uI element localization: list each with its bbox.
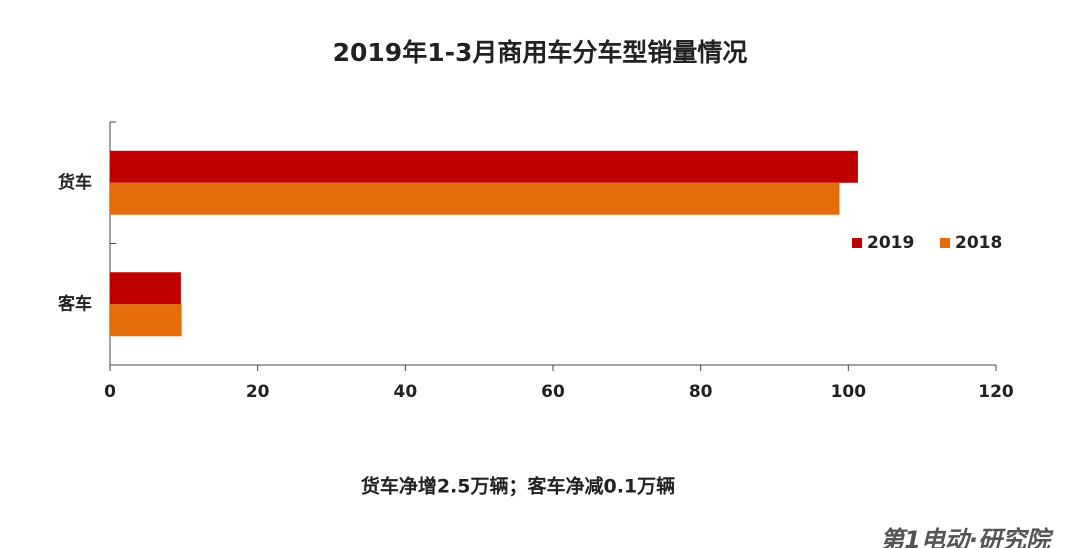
y-tick-label: 货车 — [58, 172, 92, 193]
x-tick-label: 100 — [831, 382, 867, 402]
bar — [110, 182, 840, 215]
bar — [110, 304, 182, 337]
legend-swatch — [852, 238, 862, 248]
bar — [110, 272, 181, 305]
x-tick-label: 40 — [393, 382, 417, 402]
watermark: 第1电动·研究院 — [880, 526, 1054, 548]
x-tick-label: 60 — [541, 382, 565, 402]
legend-label: 2019 — [867, 233, 914, 253]
chart-title: 2019年1-3月商用车分车型销量情况 — [333, 38, 748, 67]
x-tick-label: 80 — [689, 382, 713, 402]
x-tick-label: 0 — [104, 382, 116, 402]
legend-swatch — [940, 238, 950, 248]
annotation: 货车净增2.5万辆；客车净减0.1万辆 — [361, 475, 675, 498]
x-tick-label: 120 — [978, 382, 1014, 402]
y-tick-label: 客车 — [57, 293, 92, 314]
bar — [110, 150, 858, 183]
legend-label: 2018 — [955, 233, 1002, 253]
x-tick-label: 20 — [246, 382, 270, 402]
